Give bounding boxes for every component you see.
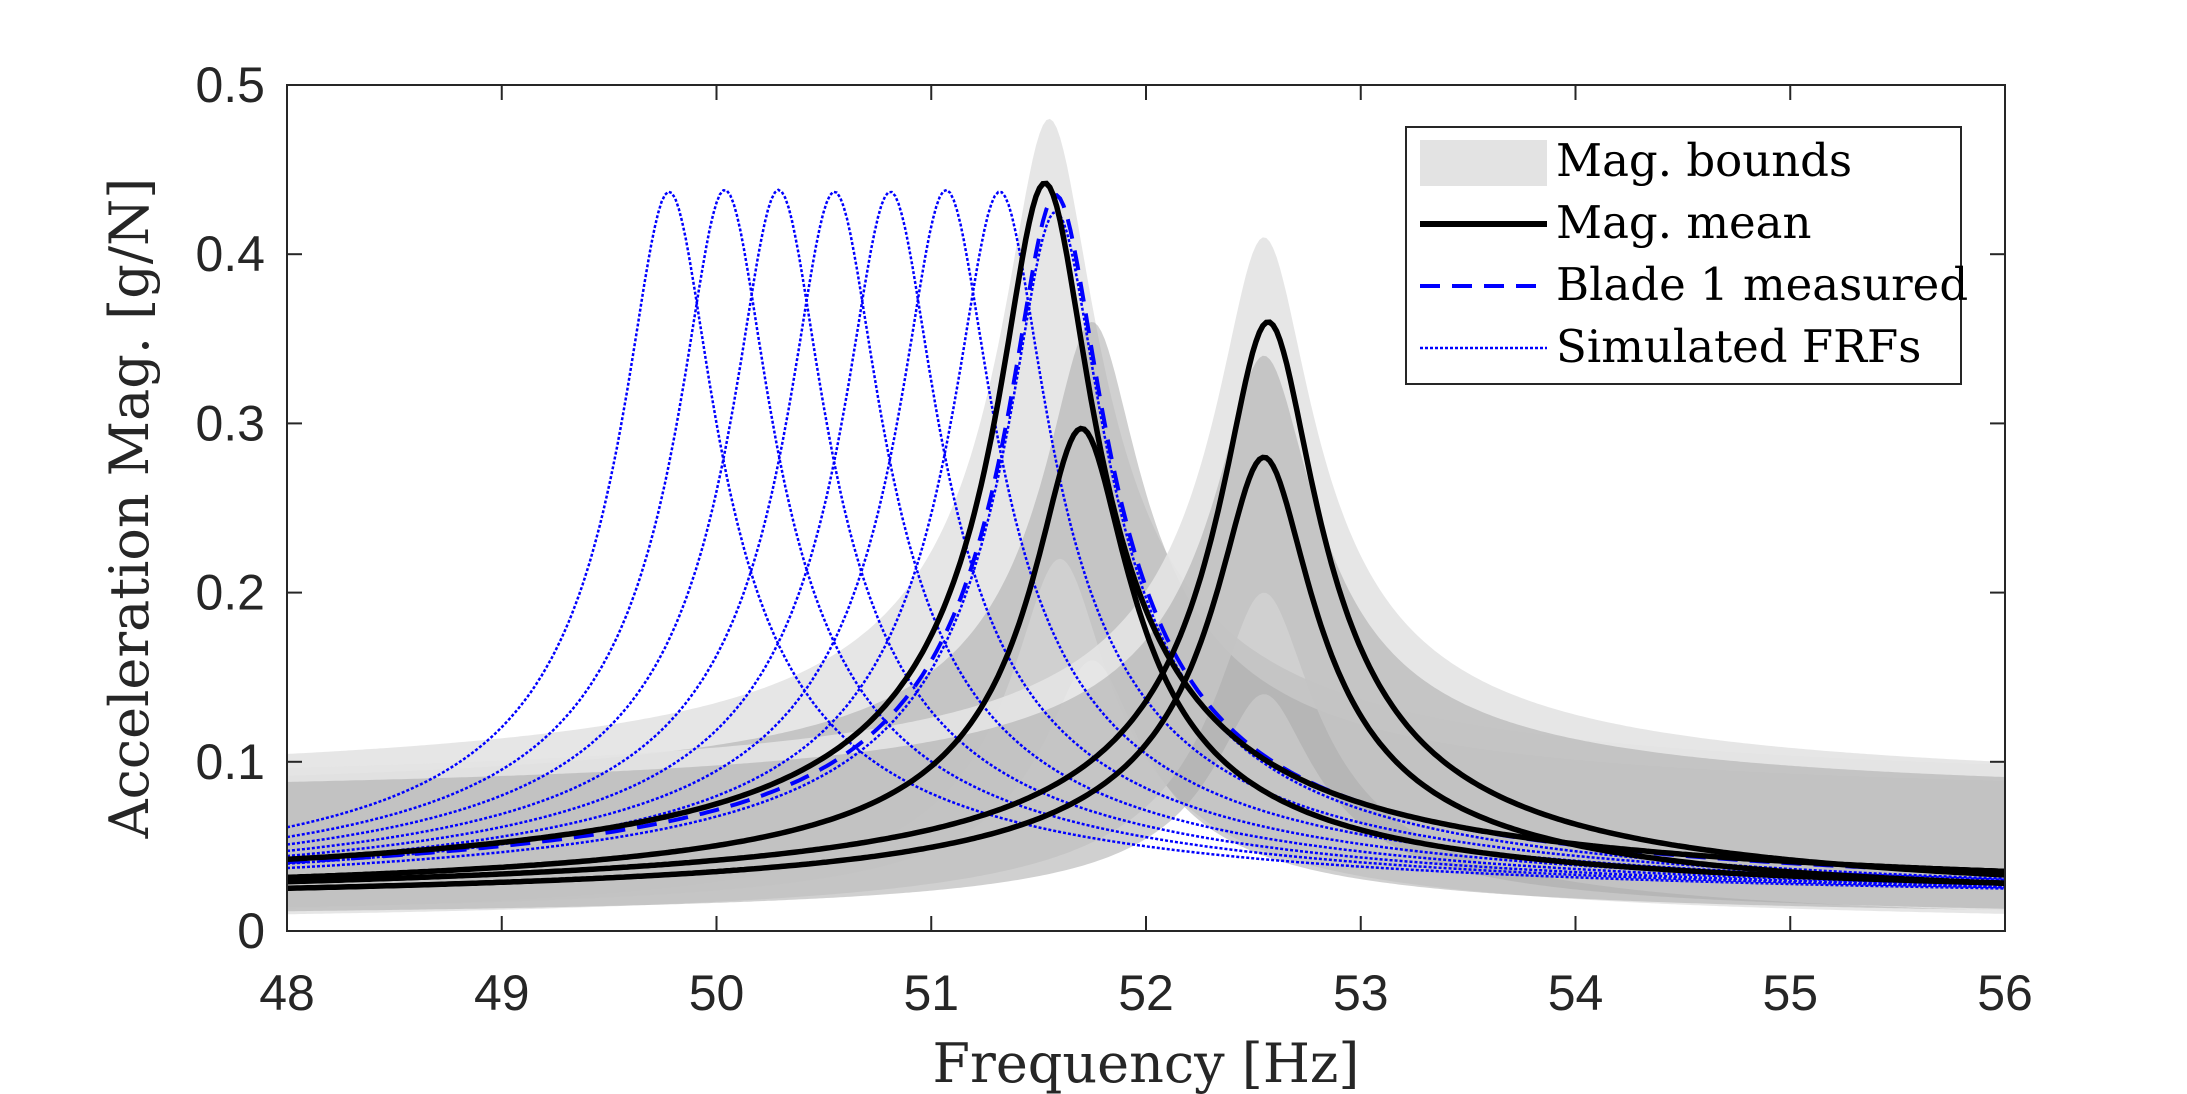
mean-curve-4	[287, 454, 2005, 892]
mean-curve-3	[287, 319, 2005, 885]
x-tick-label: 49	[474, 965, 530, 1021]
y-axis-label: Acceleration Mag. [g/N]	[98, 178, 161, 840]
legend-label-measured: Blade 1 measured	[1556, 258, 1968, 311]
y-tick-label: 0.4	[195, 226, 265, 282]
simulated-frf-2	[287, 188, 2005, 889]
legend-label-bounds: Mag. bounds	[1556, 134, 1852, 187]
y-tick-label: 0.1	[195, 734, 265, 790]
simulated-frf-4	[287, 190, 2005, 887]
bounds-band-4	[287, 355, 2005, 912]
ticks-layer	[286, 84, 2006, 932]
x-tick-labels: 48 49 50 51 52 53 54 55 56	[259, 965, 2033, 1021]
x-tick-label: 50	[689, 965, 745, 1021]
simulated-frf-5	[287, 190, 2005, 885]
y-tick-labels: 0 0.1 0.2 0.3 0.4 0.5	[195, 57, 265, 959]
x-tick-label: 52	[1118, 965, 1174, 1021]
simulated-frf-3	[287, 188, 2005, 888]
x-tick-label: 56	[1977, 965, 2033, 1021]
x-axis-label: Frequency [Hz]	[933, 1032, 1360, 1094]
mean-curve-1	[287, 180, 2005, 875]
legend-swatch-bounds	[1420, 140, 1547, 186]
x-tick-label: 53	[1333, 965, 1389, 1021]
simulated-frf-8	[287, 210, 2005, 880]
y-tick-label: 0.2	[195, 565, 265, 621]
legend-label-mean: Mag. mean	[1556, 196, 1811, 249]
legend: Mag. bounds Mag. mean Blade 1 measured S…	[1405, 126, 1968, 385]
x-tick-label: 48	[259, 965, 315, 1021]
mean-layer	[287, 180, 2005, 892]
x-tick-label: 55	[1762, 965, 1818, 1021]
x-tick-label: 54	[1548, 965, 1604, 1021]
legend-label-simulated: Simulated FRFs	[1556, 320, 1921, 373]
mean-curve-2	[287, 425, 2005, 886]
y-tick-label: 0.5	[195, 57, 265, 113]
y-tick-label: 0	[237, 903, 265, 959]
x-tick-label: 51	[903, 965, 959, 1021]
y-tick-label: 0.3	[195, 395, 265, 451]
